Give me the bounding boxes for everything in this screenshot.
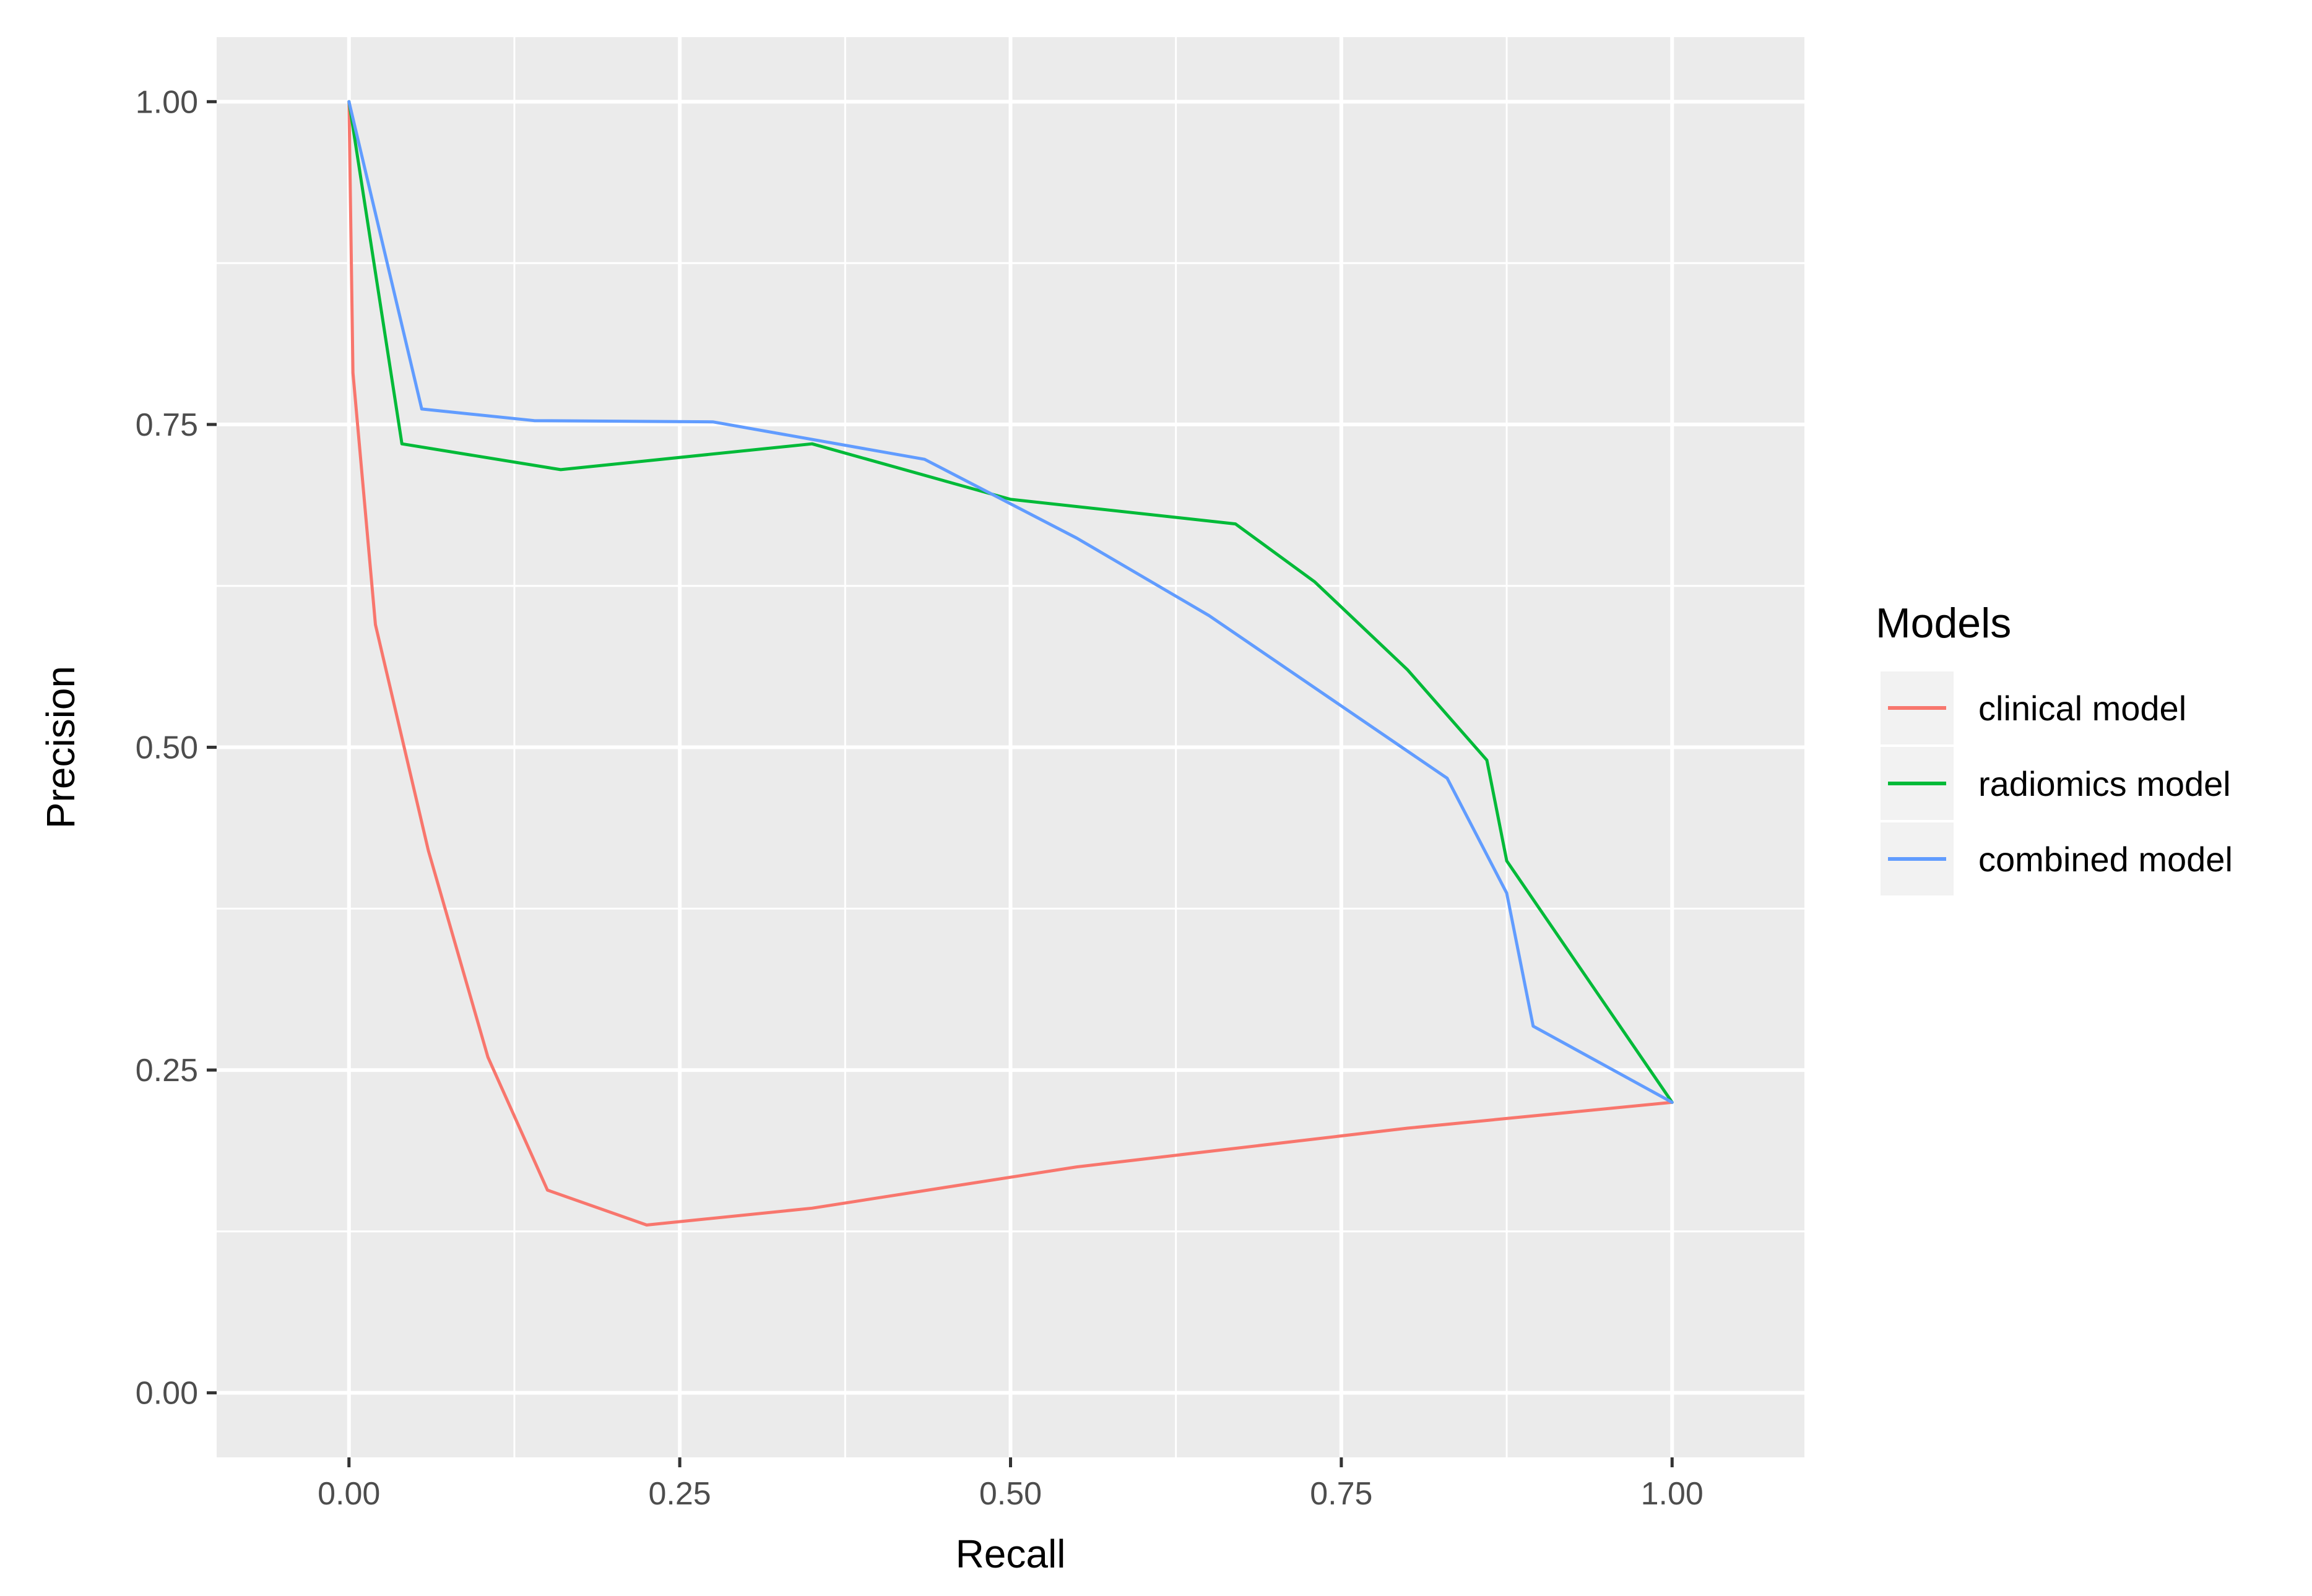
x-tick-label: 0.25 — [649, 1476, 711, 1512]
x-tick-label: 0.75 — [1310, 1476, 1372, 1512]
x-tick-label: 0.00 — [318, 1476, 380, 1512]
y-tick-label: 0.75 — [136, 407, 198, 443]
legend-label: clinical model — [1978, 689, 2186, 728]
y-tick-label: 0.25 — [136, 1053, 198, 1089]
x-tick-label: 1.00 — [1641, 1476, 1704, 1512]
legend-title: Models — [1876, 600, 2011, 647]
legend: Models clinical model radiomics model comb… — [1876, 600, 2233, 895]
x-tick-label: 0.50 — [979, 1476, 1042, 1512]
legend-items: clinical model radiomics model combined mo… — [1881, 671, 2233, 895]
y-axis-title: Precision — [38, 666, 83, 829]
x-axis: 0.00 0.25 0.50 0.75 1.00 — [318, 1457, 1704, 1512]
x-axis-title: Recall — [956, 1532, 1066, 1576]
series-line-clinical-model — [347, 100, 1674, 1227]
series-line-combined-model — [347, 100, 1674, 1104]
y-tick-label: 1.00 — [136, 84, 198, 120]
major-gridlines — [217, 37, 1804, 1457]
y-axis: 0.00 0.25 0.50 0.75 1.00 — [136, 84, 217, 1412]
series-lines — [347, 100, 1674, 1227]
legend-label: radiomics model — [1978, 764, 2231, 803]
legend-label: combined model — [1978, 840, 2233, 879]
y-tick-label: 0.00 — [136, 1376, 198, 1412]
y-tick-label: 0.50 — [136, 730, 198, 766]
series-line-radiomics-model — [347, 100, 1674, 1104]
